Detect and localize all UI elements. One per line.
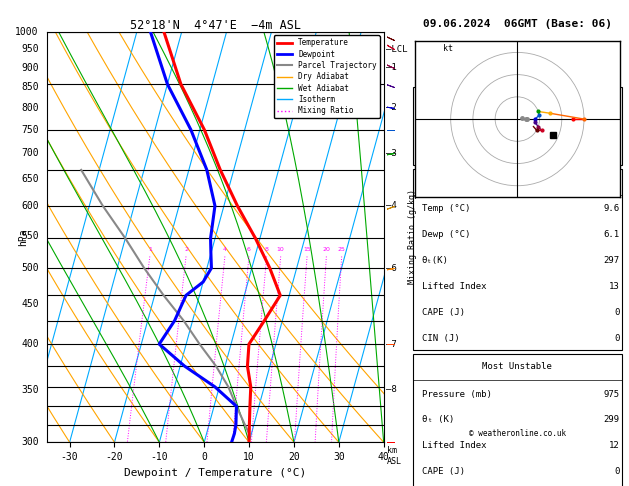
Text: Mixing Ratio (g/kg): Mixing Ratio (g/kg) [408, 190, 417, 284]
Text: θₜ (K): θₜ (K) [422, 416, 454, 424]
Text: 9.6: 9.6 [603, 204, 620, 213]
Text: 299: 299 [603, 416, 620, 424]
Text: 15: 15 [303, 247, 311, 252]
Text: 400: 400 [21, 339, 39, 349]
Text: 650: 650 [21, 174, 39, 184]
Text: –1: –1 [386, 63, 397, 72]
Text: 6: 6 [247, 247, 251, 252]
Text: 8: 8 [265, 247, 269, 252]
Text: CIN (J): CIN (J) [422, 334, 460, 343]
Text: 850: 850 [21, 82, 39, 92]
Text: 800: 800 [21, 103, 39, 113]
Text: 10: 10 [277, 247, 284, 252]
Text: CAPE (J): CAPE (J) [422, 308, 465, 317]
Text: Lifted Index: Lifted Index [422, 282, 486, 291]
Text: 750: 750 [21, 125, 39, 135]
Text: 1.14: 1.14 [598, 149, 620, 157]
Text: 0: 0 [614, 467, 620, 476]
Text: –6: –6 [386, 263, 397, 273]
Text: K: K [422, 97, 427, 106]
Text: θₜ(K): θₜ(K) [422, 256, 448, 265]
Legend: Temperature, Dewpoint, Parcel Trajectory, Dry Adiabat, Wet Adiabat, Isotherm, Mi: Temperature, Dewpoint, Parcel Trajectory… [274, 35, 380, 118]
Text: PW (cm): PW (cm) [422, 149, 460, 157]
Text: 09.06.2024  06GMT (Base: 06): 09.06.2024 06GMT (Base: 06) [423, 19, 612, 29]
Text: kt: kt [443, 44, 454, 52]
Text: 2: 2 [184, 247, 188, 252]
Text: 29: 29 [609, 122, 620, 132]
Text: 350: 350 [21, 385, 39, 395]
Text: 4: 4 [223, 247, 227, 252]
Text: Temp (°C): Temp (°C) [422, 204, 470, 213]
Text: 900: 900 [21, 63, 39, 72]
Bar [413, 87, 621, 165]
Text: 450: 450 [21, 299, 39, 309]
Text: 6.1: 6.1 [603, 230, 620, 239]
Text: km
ASL: km ASL [387, 446, 402, 466]
Text: 300: 300 [21, 437, 39, 447]
Text: 600: 600 [21, 201, 39, 211]
Text: –3: –3 [386, 149, 397, 158]
Text: Pressure (mb): Pressure (mb) [422, 390, 492, 399]
Text: 13: 13 [609, 282, 620, 291]
Text: –2: –2 [386, 103, 397, 112]
Text: –LCL: –LCL [386, 45, 408, 53]
Text: –4: –4 [386, 201, 397, 210]
Text: 975: 975 [603, 390, 620, 399]
Text: 550: 550 [21, 230, 39, 241]
Text: hPa: hPa [19, 228, 28, 246]
Text: Lifted Index: Lifted Index [422, 441, 486, 451]
Title: 52°18'N  4°47'E  −4m ASL: 52°18'N 4°47'E −4m ASL [130, 18, 301, 32]
Text: –8: –8 [386, 385, 397, 394]
Text: -7: -7 [609, 97, 620, 106]
Text: –7: –7 [386, 340, 397, 348]
Text: 1000: 1000 [15, 27, 39, 36]
Text: 12: 12 [609, 441, 620, 451]
Text: 25: 25 [338, 247, 345, 252]
Text: 950: 950 [21, 44, 39, 54]
Text: 0: 0 [614, 308, 620, 317]
Text: CAPE (J): CAPE (J) [422, 467, 465, 476]
Text: Most Unstable: Most Unstable [482, 363, 552, 371]
Text: 0: 0 [614, 334, 620, 343]
Text: Totals Totals: Totals Totals [422, 122, 492, 132]
Text: 297: 297 [603, 256, 620, 265]
Text: © weatheronline.co.uk: © weatheronline.co.uk [469, 429, 566, 438]
X-axis label: Dewpoint / Temperature (°C): Dewpoint / Temperature (°C) [125, 468, 306, 478]
Bar [413, 169, 621, 350]
Text: Surface: Surface [499, 177, 536, 186]
Text: Dewp (°C): Dewp (°C) [422, 230, 470, 239]
Text: 1: 1 [148, 247, 152, 252]
Text: 20: 20 [323, 247, 330, 252]
Bar [413, 354, 621, 486]
Text: 500: 500 [21, 263, 39, 273]
Text: 700: 700 [21, 148, 39, 158]
